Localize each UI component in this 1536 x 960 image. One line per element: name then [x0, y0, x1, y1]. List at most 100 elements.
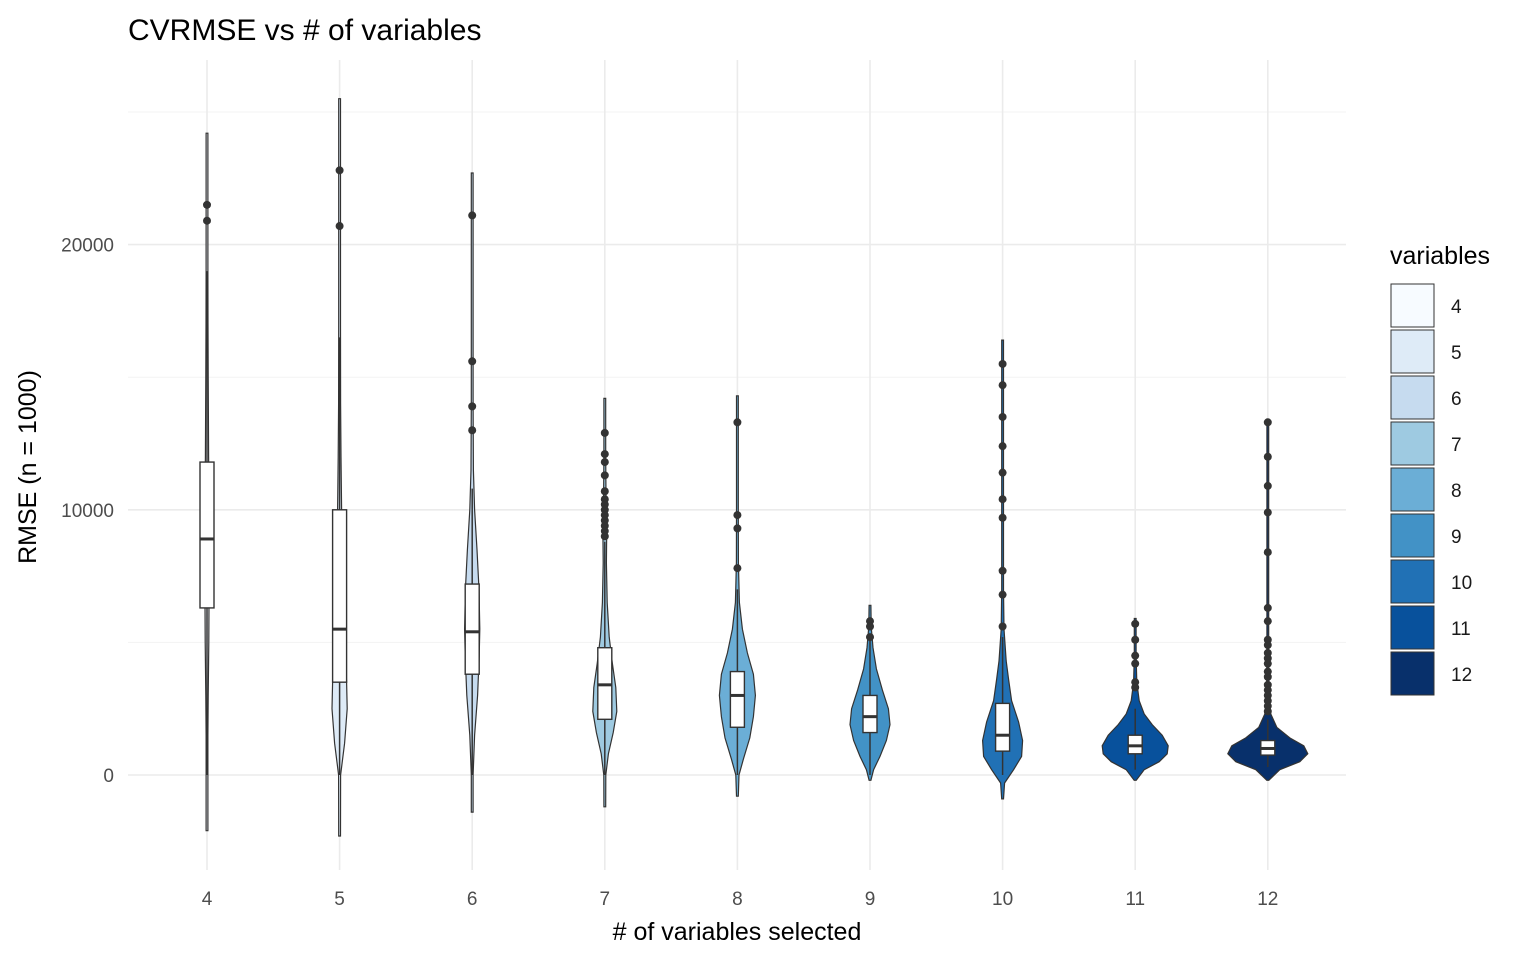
outlier-point — [1263, 548, 1272, 557]
box-6 — [464, 583, 480, 675]
x-axis-title: # of variables selected — [613, 918, 862, 946]
outlier-point — [998, 495, 1007, 504]
outlier-point — [468, 357, 477, 366]
outlier-point — [468, 402, 477, 411]
outlier-point — [600, 532, 609, 541]
outlier-point — [1263, 617, 1272, 626]
outlier-point — [733, 511, 742, 520]
outlier-point — [998, 566, 1007, 575]
outlier-point — [335, 222, 344, 231]
legend-title: variables — [1390, 242, 1490, 270]
outlier-point — [1131, 619, 1140, 628]
outlier-point — [1131, 683, 1140, 692]
outlier-point — [1131, 635, 1140, 644]
outlier-point — [1131, 659, 1140, 668]
legend-label-10: 10 — [1451, 573, 1472, 594]
violin-group-10 — [981, 339, 1024, 800]
x-tick-label: 10 — [992, 889, 1013, 910]
outlier-point — [733, 564, 742, 573]
legend-key-4 — [1390, 283, 1435, 328]
outlier-point — [1263, 672, 1272, 681]
outlier-point — [998, 513, 1007, 522]
violins — [199, 98, 1309, 837]
outlier-point — [998, 468, 1007, 477]
chart-title: CVRMSE vs # of variables — [128, 14, 481, 47]
violin-group-6 — [463, 172, 481, 813]
violin-group-4 — [199, 132, 215, 832]
x-tick-label: 8 — [732, 889, 743, 910]
x-tick-labels: 4 5 6 7 8 9 10 11 12 — [202, 889, 1279, 910]
outlier-point — [600, 428, 609, 437]
outlier-point — [1131, 651, 1140, 660]
violin-group-11 — [1101, 617, 1169, 781]
box-4 — [199, 461, 215, 609]
legend-key-6 — [1390, 375, 1435, 420]
legend-label-6: 6 — [1451, 389, 1462, 410]
outlier-point — [733, 524, 742, 533]
outlier-point — [468, 426, 477, 435]
legend-key-7 — [1390, 421, 1435, 466]
legend-key-5 — [1390, 329, 1435, 374]
x-tick-label: 6 — [467, 889, 478, 910]
outlier-point — [1263, 603, 1272, 612]
outlier-point — [1263, 641, 1272, 650]
x-tick-label: 7 — [600, 889, 611, 910]
outlier-point — [1263, 659, 1272, 668]
box-10 — [994, 702, 1011, 752]
x-tick-label: 9 — [865, 889, 876, 910]
legend-key-10 — [1390, 559, 1435, 604]
legend-key-8 — [1390, 467, 1435, 512]
legend: variables 4 5 6 7 8 9 10 11 12 — [1390, 242, 1490, 696]
outlier-point — [998, 590, 1007, 599]
outlier-point — [733, 418, 742, 427]
violin-group-7 — [592, 397, 618, 808]
outlier-point — [866, 622, 874, 631]
outlier-point — [1263, 707, 1272, 716]
y-tick-label: 10000 — [61, 501, 114, 522]
box-8 — [729, 670, 746, 728]
y-tick-label: 0 — [103, 766, 114, 787]
violin-group-9 — [849, 604, 891, 781]
outlier-point — [600, 450, 609, 459]
outlier-point — [998, 381, 1007, 390]
outlier-point — [1263, 452, 1272, 461]
outlier-point — [998, 442, 1007, 451]
legend-label-11: 11 — [1451, 619, 1471, 640]
outlier-point — [600, 458, 609, 467]
violin-group-8 — [718, 395, 757, 797]
legend-key-12 — [1390, 651, 1435, 696]
outlier-point — [203, 216, 211, 225]
x-tick-label: 11 — [1125, 889, 1145, 910]
legend-key-11 — [1390, 605, 1435, 650]
outlier-point — [866, 633, 874, 642]
outlier-point — [1263, 418, 1272, 427]
y-axis-title: RMSE (n = 1000) — [14, 370, 42, 564]
outlier-point — [998, 622, 1007, 631]
outlier-point — [998, 359, 1007, 368]
x-tick-label: 4 — [202, 889, 213, 910]
legend-label-8: 8 — [1451, 481, 1462, 502]
y-tick-label: 20000 — [61, 236, 114, 257]
outlier-point — [335, 166, 344, 175]
x-tick-label: 5 — [334, 889, 345, 910]
legend-label-12: 12 — [1451, 665, 1472, 686]
y-tick-labels: 0 10000 20000 — [61, 236, 114, 787]
violin-11 — [1101, 617, 1169, 781]
legend-label-5: 5 — [1451, 343, 1462, 364]
legend-key-9 — [1390, 513, 1435, 558]
x-tick-label: 12 — [1257, 889, 1278, 910]
box-5 — [331, 509, 348, 683]
outlier-point — [600, 487, 609, 496]
box-9 — [862, 694, 878, 734]
violin-group-12 — [1227, 418, 1309, 781]
legend-label-9: 9 — [1451, 527, 1462, 548]
outlier-point — [600, 471, 609, 480]
outlier-point — [1263, 508, 1272, 517]
legend-label-4: 4 — [1451, 297, 1462, 318]
outlier-point — [468, 211, 477, 220]
outlier-point — [1263, 481, 1272, 490]
outlier-point — [998, 412, 1007, 421]
legend-label-7: 7 — [1451, 435, 1462, 456]
outlier-point — [203, 200, 211, 209]
